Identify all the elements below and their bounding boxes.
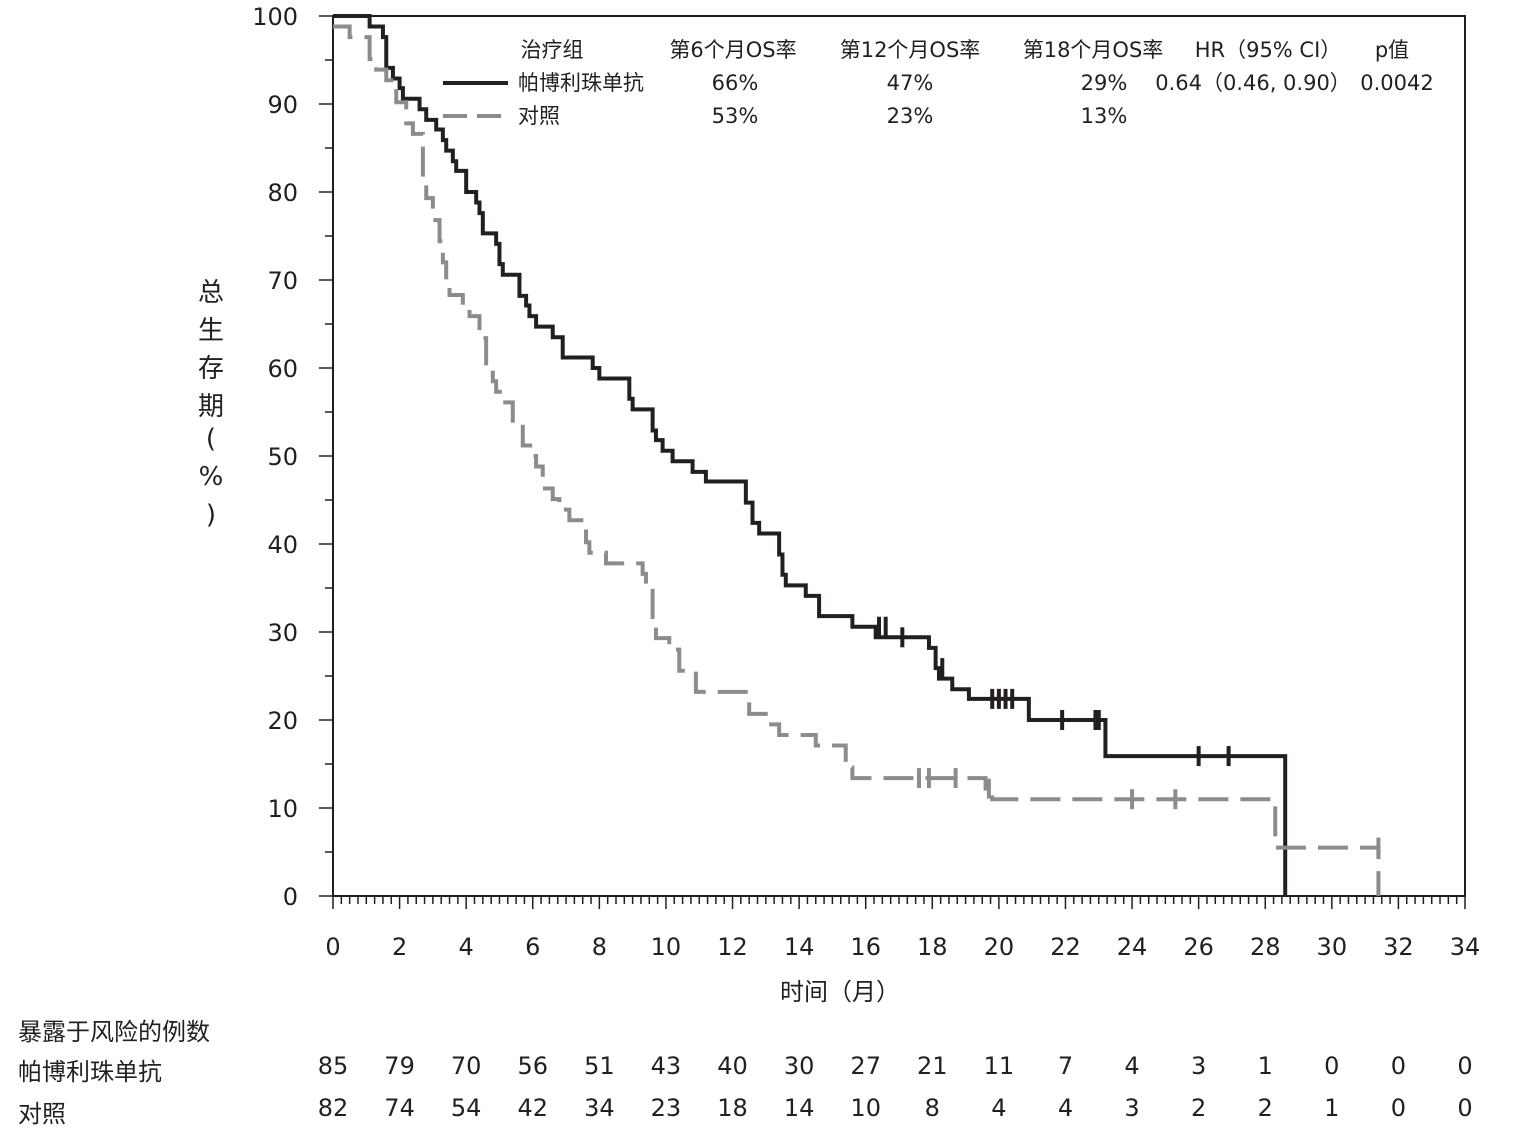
risk-count: 11 xyxy=(983,1052,1015,1080)
y-axis-label-char: ( xyxy=(205,424,217,454)
risk-count: 40 xyxy=(717,1052,748,1080)
risk-count: 18 xyxy=(717,1094,748,1122)
x-axis-label: 时间（月） xyxy=(780,978,900,1006)
x-tick-label: 24 xyxy=(1117,933,1148,960)
y-tick-label: 50 xyxy=(267,443,298,471)
risk-count: 79 xyxy=(384,1052,415,1080)
risk-count: 7 xyxy=(1057,1052,1074,1080)
risk-count: 34 xyxy=(584,1094,615,1122)
legend-cell: 66% xyxy=(712,71,759,95)
risk-count: 1 xyxy=(1257,1052,1273,1080)
legend-cell: 23% xyxy=(887,104,934,128)
risk-count: 23 xyxy=(650,1094,682,1122)
risk-count: 51 xyxy=(584,1052,615,1080)
legend-header: HR（95% CI） xyxy=(1195,38,1342,62)
y-tick-label: 70 xyxy=(267,267,298,295)
y-tick-label: 60 xyxy=(267,355,298,383)
y-tick-label: 10 xyxy=(267,795,298,823)
risk-count: 42 xyxy=(517,1094,549,1122)
risk-count: 0 xyxy=(1457,1094,1473,1122)
x-tick-label: 10 xyxy=(651,933,682,960)
y-tick-label: 100 xyxy=(252,3,298,31)
risk-count: 43 xyxy=(650,1052,682,1080)
x-tick-label: 0 xyxy=(325,933,340,960)
risk-count: 27 xyxy=(850,1052,881,1080)
legend-cell: 13% xyxy=(1081,104,1128,128)
legend-cell: 帕博利珠单抗 xyxy=(518,71,644,95)
risk-count: 10 xyxy=(850,1094,881,1122)
x-tick-label: 6 xyxy=(525,933,540,960)
x-tick-label: 18 xyxy=(917,933,948,960)
risk-count: 0 xyxy=(1390,1094,1407,1122)
y-axis-label-char: ) xyxy=(205,500,217,530)
y-tick-label: 40 xyxy=(267,531,298,559)
y-axis-label-char: 生 xyxy=(197,316,224,346)
legend-cell: 47% xyxy=(887,71,934,95)
axis-ticks: 0 2 4 6 8 10 12 14 16 18 20 22 24 26 28 30 32 34010203040… xyxy=(252,3,1480,960)
risk-count: 14 xyxy=(783,1094,815,1122)
km-plot: 0 2 4 6 8 10 12 14 16 18 20 22 24 26 28 30 32 34010203040… xyxy=(252,3,1480,960)
risk-count: 74 xyxy=(384,1094,415,1122)
risk-table-title: 暴露于风险的例数 xyxy=(18,1018,210,1046)
y-tick-label: 20 xyxy=(267,707,298,735)
risk-count: 21 xyxy=(917,1052,948,1080)
risk-count: 4 xyxy=(1124,1052,1140,1080)
y-tick-label: 90 xyxy=(267,91,298,119)
risk-count: 56 xyxy=(517,1052,549,1080)
survival-curves xyxy=(333,14,1381,896)
risk-count: 3 xyxy=(1124,1094,1140,1122)
y-tick-label: 30 xyxy=(267,619,298,647)
risk-count: 4 xyxy=(991,1094,1007,1122)
risk-count: 54 xyxy=(450,1094,482,1122)
x-tick-label: 2 xyxy=(392,933,407,960)
risk-row-label: 对照 xyxy=(18,1100,66,1128)
legend-header: 第12个月OS率 xyxy=(840,38,981,62)
y-tick-label: 80 xyxy=(267,179,298,207)
x-tick-label: 30 xyxy=(1317,933,1348,960)
x-tick-label: 34 xyxy=(1450,933,1481,960)
legend-cell: 0.0042 xyxy=(1360,71,1433,95)
legend-header: 第6个月OS率 xyxy=(669,38,796,62)
risk-count: 0 xyxy=(1324,1052,1340,1080)
legend-cell: 对照 xyxy=(518,104,560,128)
risk-count: 8 xyxy=(924,1094,940,1122)
risk-count: 30 xyxy=(783,1052,815,1080)
series-line-0 xyxy=(333,14,1288,896)
legend-cell: 53% xyxy=(712,104,759,128)
legend-header: 第18个月OS率 xyxy=(1023,38,1164,62)
risk-count: 1 xyxy=(1324,1094,1340,1122)
y-axis-label-char: 存 xyxy=(197,354,224,384)
risk-count: 0 xyxy=(1457,1052,1473,1080)
y-axis-label-char: 总 xyxy=(197,278,224,308)
risk-count: 70 xyxy=(450,1052,482,1080)
x-tick-label: 22 xyxy=(1050,933,1081,960)
risk-count: 3 xyxy=(1191,1052,1207,1080)
x-tick-label: 16 xyxy=(850,933,881,960)
x-tick-label: 8 xyxy=(592,933,607,960)
y-axis-label-char: % xyxy=(198,462,224,492)
risk-count: 4 xyxy=(1057,1094,1074,1122)
y-axis-label-char: 期 xyxy=(197,392,224,422)
y-tick-label: 0 xyxy=(283,883,298,911)
legend-cell: 0.64（0.46, 0.90） xyxy=(1155,71,1351,95)
risk-count: 82 xyxy=(317,1094,349,1122)
legend-cell: 29% xyxy=(1081,71,1128,95)
risk-count: 2 xyxy=(1257,1094,1273,1122)
plot-frame xyxy=(332,15,1466,897)
legend-header: p值 xyxy=(1375,38,1409,62)
risk-count: 85 xyxy=(317,1052,349,1080)
series-line-1 xyxy=(333,24,1381,896)
x-tick-label: 28 xyxy=(1250,933,1281,960)
x-tick-label: 32 xyxy=(1383,933,1414,960)
legend-header: 治疗组 xyxy=(521,38,584,62)
risk-count: 2 xyxy=(1191,1094,1207,1122)
x-tick-label: 26 xyxy=(1183,933,1214,960)
x-tick-label: 12 xyxy=(717,933,748,960)
x-tick-label: 14 xyxy=(784,933,815,960)
x-tick-label: 4 xyxy=(459,933,474,960)
risk-row-label: 帕博利珠单抗 xyxy=(18,1058,162,1086)
x-tick-label: 20 xyxy=(984,933,1015,960)
risk-count: 0 xyxy=(1390,1052,1407,1080)
legend: 治疗组 第6个月OS率 第12个月OS率 第18个月OS率 HR（95% CI） p值帕博… xyxy=(443,38,1434,128)
